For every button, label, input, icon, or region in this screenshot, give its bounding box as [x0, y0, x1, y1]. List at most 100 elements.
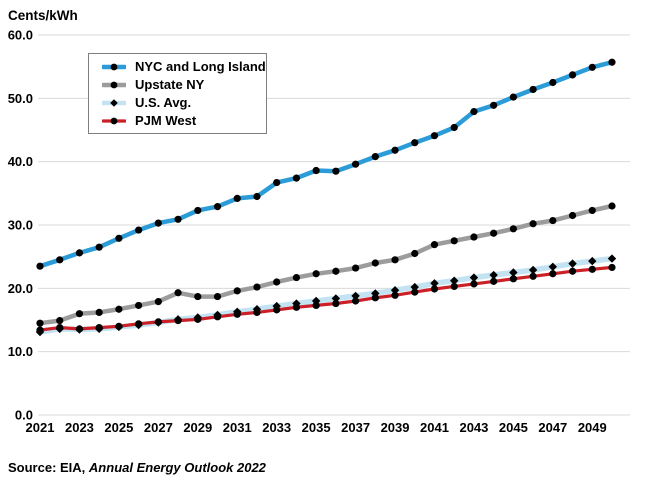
x-tick-label: 2021 — [26, 420, 55, 435]
legend-marker-circle-icon — [110, 117, 118, 124]
data-point-marker-upstate-ny — [332, 267, 340, 275]
data-point-marker-nyc-and-long-island — [115, 234, 123, 242]
x-tick-label: 2027 — [144, 420, 173, 435]
data-point-marker-nyc-and-long-island — [371, 153, 379, 161]
legend-item-upstate-ny: Upstate NY — [102, 77, 266, 92]
data-point-marker-nyc-and-long-island — [430, 132, 439, 140]
data-point-marker-us-avg — [509, 268, 518, 277]
data-point-marker-pjm-west — [312, 301, 320, 310]
x-tick-label: 2047 — [538, 420, 567, 435]
source-prefix: Source: EIA, — [8, 460, 89, 475]
line-chart: 0.0 10.0 20.0 30.0 40.0 50.0 60.0 2021 2023 2025 2… — [8, 28, 630, 435]
data-point-marker-upstate-ny — [233, 287, 241, 295]
series-line-us-avg — [37, 255, 615, 335]
data-point-marker-upstate-ny — [115, 305, 123, 313]
data-point-marker-upstate-ny — [135, 301, 143, 310]
data-point-marker-upstate-ny — [549, 216, 557, 225]
data-point-marker-us-avg — [588, 256, 597, 266]
data-point-marker-pjm-west — [213, 313, 222, 321]
data-point-marker-pjm-west — [509, 275, 517, 283]
data-point-marker-pjm-west — [490, 277, 498, 285]
data-point-marker-nyc-and-long-island — [490, 101, 498, 109]
data-point-marker-pjm-west — [194, 315, 202, 323]
source-note: Source: EIA, Annual Energy Outlook 2022 — [8, 460, 266, 475]
data-point-marker-pjm-west — [450, 282, 458, 291]
data-point-marker-pjm-west — [95, 324, 103, 332]
data-point-marker-upstate-ny — [273, 278, 281, 286]
data-point-marker-nyc-and-long-island — [332, 167, 340, 175]
data-point-marker-upstate-ny — [154, 298, 162, 306]
data-point-marker-us-avg — [331, 294, 341, 303]
data-point-marker-nyc-and-long-island — [154, 219, 162, 227]
legend-label-pjm-west: PJM West — [135, 113, 197, 128]
legend-marker-diamond-icon — [110, 98, 118, 107]
data-point-marker-upstate-ny — [36, 319, 44, 327]
data-point-marker-nyc-and-long-island — [292, 174, 301, 182]
legend-item-pjm-west: PJM West — [102, 113, 266, 128]
data-point-marker-upstate-ny — [490, 229, 498, 237]
data-point-marker-nyc-and-long-island — [529, 85, 537, 94]
data-point-marker-upstate-ny — [312, 270, 320, 278]
data-point-marker-pjm-west — [529, 272, 537, 280]
data-point-marker-us-avg — [548, 262, 558, 271]
x-tick-label: 2031 — [223, 420, 252, 435]
data-point-marker-nyc-and-long-island — [194, 206, 202, 215]
data-point-marker-upstate-ny — [371, 259, 379, 267]
data-point-marker-nyc-and-long-island — [56, 256, 64, 264]
legend-label-upstate-ny: Upstate NY — [135, 77, 205, 92]
data-point-marker-pjm-west — [332, 299, 340, 308]
legend-swatch-us-avg — [102, 98, 126, 107]
data-point-marker-pjm-west — [568, 267, 577, 275]
data-point-marker-pjm-west — [56, 324, 64, 332]
data-point-marker-upstate-ny — [194, 292, 202, 301]
data-point-marker-pjm-west — [273, 306, 281, 314]
data-point-marker-upstate-ny — [509, 225, 517, 233]
data-point-marker-pjm-west — [253, 308, 261, 316]
data-point-marker-pjm-west — [391, 291, 399, 299]
y-tick-label: 40.0 — [8, 154, 33, 169]
x-tick-label: 2043 — [459, 420, 488, 435]
legend-item-us-avg: U.S. Avg. — [102, 95, 266, 110]
legend-item-nyc-and-long-island: NYC and Long Island — [102, 59, 266, 74]
x-tick-label: 2035 — [302, 420, 331, 435]
data-point-marker-us-avg — [430, 279, 439, 288]
data-point-marker-nyc-and-long-island — [588, 63, 596, 71]
data-point-marker-pjm-west — [411, 288, 419, 296]
data-point-marker-us-avg — [410, 282, 419, 292]
data-point-marker-nyc-and-long-island — [213, 203, 222, 211]
data-point-marker-us-avg — [528, 265, 538, 275]
y-tick-label: 30.0 — [8, 218, 33, 233]
legend-marker-circle-icon — [110, 63, 118, 70]
data-point-marker-us-avg — [607, 254, 617, 263]
data-point-marker-us-avg — [450, 276, 459, 285]
data-point-marker-nyc-and-long-island — [253, 192, 261, 201]
data-point-marker-upstate-ny — [95, 308, 103, 316]
data-point-marker-upstate-ny — [568, 211, 577, 220]
legend-swatch-upstate-ny — [102, 81, 126, 88]
data-point-marker-pjm-west — [174, 317, 182, 325]
data-point-marker-pjm-west — [470, 280, 478, 288]
x-tick-label: 2023 — [65, 420, 94, 435]
data-point-marker-pjm-west — [36, 326, 44, 334]
x-tick-label: 2037 — [341, 420, 370, 435]
data-point-marker-upstate-ny — [588, 206, 596, 215]
x-tick-label: 2029 — [183, 420, 212, 435]
data-point-marker-pjm-west — [233, 310, 241, 318]
y-axis-unit-label: Cents/kWh — [8, 8, 78, 23]
data-point-marker-upstate-ny — [529, 220, 537, 228]
data-point-marker-upstate-ny — [470, 233, 478, 241]
data-point-marker-nyc-and-long-island — [450, 123, 458, 132]
y-tick-label: 50.0 — [8, 91, 33, 106]
y-tick-label: 10.0 — [8, 344, 33, 359]
data-point-marker-us-avg — [568, 259, 577, 268]
y-tick-label: 60.0 — [8, 28, 33, 43]
legend-swatch-pjm-west — [102, 117, 126, 124]
data-point-marker-pjm-west — [351, 297, 360, 305]
data-point-marker-nyc-and-long-island — [351, 160, 360, 168]
data-point-marker-pjm-west — [115, 322, 123, 330]
data-point-marker-nyc-and-long-island — [95, 243, 103, 251]
legend: NYC and Long Island Upstate NY U.S. Avg. PJ… — [88, 53, 267, 134]
data-point-marker-nyc-and-long-island — [568, 71, 577, 79]
y-tick-label: 20.0 — [8, 281, 33, 296]
